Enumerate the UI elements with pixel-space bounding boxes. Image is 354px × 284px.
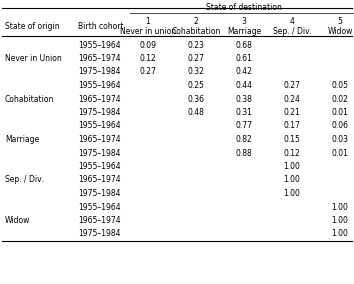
Text: 0.09: 0.09 — [139, 41, 156, 49]
Text: 1.00: 1.00 — [332, 216, 348, 225]
Text: 1975–1984: 1975–1984 — [78, 108, 120, 117]
Text: 0.42: 0.42 — [235, 68, 252, 76]
Text: Widow: Widow — [5, 216, 30, 225]
Text: 0.25: 0.25 — [188, 81, 205, 90]
Text: 1975–1984: 1975–1984 — [78, 189, 120, 198]
Text: 0.02: 0.02 — [332, 95, 348, 103]
Text: 1955–1964: 1955–1964 — [78, 81, 121, 90]
Text: 1975–1984: 1975–1984 — [78, 68, 120, 76]
Text: 0.48: 0.48 — [188, 108, 205, 117]
Text: 1: 1 — [145, 18, 150, 26]
Text: 1955–1964: 1955–1964 — [78, 162, 121, 171]
Text: 0.82: 0.82 — [236, 135, 252, 144]
Text: Sep. / Div.: Sep. / Div. — [5, 176, 44, 185]
Text: 0.27: 0.27 — [284, 81, 301, 90]
Text: 1965–1974: 1965–1974 — [78, 54, 121, 63]
Text: 0.03: 0.03 — [331, 135, 348, 144]
Text: 0.68: 0.68 — [235, 41, 252, 49]
Text: Widow: Widow — [327, 26, 353, 36]
Text: 0.27: 0.27 — [188, 54, 205, 63]
Text: 0.32: 0.32 — [188, 68, 205, 76]
Text: 0.44: 0.44 — [235, 81, 252, 90]
Text: 0.06: 0.06 — [331, 122, 348, 131]
Text: 0.15: 0.15 — [284, 135, 301, 144]
Text: 0.21: 0.21 — [284, 108, 301, 117]
Text: 1.00: 1.00 — [332, 202, 348, 212]
Text: 1955–1964: 1955–1964 — [78, 122, 121, 131]
Text: Cohabitation: Cohabitation — [171, 26, 221, 36]
Text: 1965–1974: 1965–1974 — [78, 176, 121, 185]
Text: 1965–1974: 1965–1974 — [78, 135, 121, 144]
Text: 0.77: 0.77 — [235, 122, 252, 131]
Text: 1.00: 1.00 — [284, 189, 301, 198]
Text: Never in Union: Never in Union — [5, 54, 62, 63]
Text: 1975–1984: 1975–1984 — [78, 149, 120, 158]
Text: 1.00: 1.00 — [332, 229, 348, 239]
Text: 0.38: 0.38 — [235, 95, 252, 103]
Text: 0.12: 0.12 — [284, 149, 301, 158]
Text: 0.88: 0.88 — [236, 149, 252, 158]
Text: 1955–1964: 1955–1964 — [78, 41, 121, 49]
Text: Cohabitation: Cohabitation — [5, 95, 55, 103]
Text: 2: 2 — [194, 18, 198, 26]
Text: 0.36: 0.36 — [188, 95, 205, 103]
Text: 4: 4 — [290, 18, 295, 26]
Text: State of origin: State of origin — [5, 22, 59, 31]
Text: 0.61: 0.61 — [235, 54, 252, 63]
Text: Birth cohort: Birth cohort — [78, 22, 124, 31]
Text: 1.00: 1.00 — [284, 162, 301, 171]
Text: 1965–1974: 1965–1974 — [78, 95, 121, 103]
Text: Marriage: Marriage — [227, 26, 261, 36]
Text: 0.23: 0.23 — [188, 41, 205, 49]
Text: 0.31: 0.31 — [235, 108, 252, 117]
Text: 0.24: 0.24 — [284, 95, 301, 103]
Text: 0.27: 0.27 — [139, 68, 156, 76]
Text: 0.12: 0.12 — [139, 54, 156, 63]
Text: Sep. / Div.: Sep. / Div. — [273, 26, 311, 36]
Text: 3: 3 — [241, 18, 246, 26]
Text: 1.00: 1.00 — [284, 176, 301, 185]
Text: 0.05: 0.05 — [331, 81, 348, 90]
Text: State of destination: State of destination — [206, 3, 282, 12]
Text: 0.01: 0.01 — [332, 149, 348, 158]
Text: 0.01: 0.01 — [332, 108, 348, 117]
Text: 1975–1984: 1975–1984 — [78, 229, 120, 239]
Text: 1955–1964: 1955–1964 — [78, 202, 121, 212]
Text: Never in union: Never in union — [120, 26, 176, 36]
Text: 0.17: 0.17 — [284, 122, 301, 131]
Text: 5: 5 — [338, 18, 342, 26]
Text: Marriage: Marriage — [5, 135, 39, 144]
Text: 1965–1974: 1965–1974 — [78, 216, 121, 225]
